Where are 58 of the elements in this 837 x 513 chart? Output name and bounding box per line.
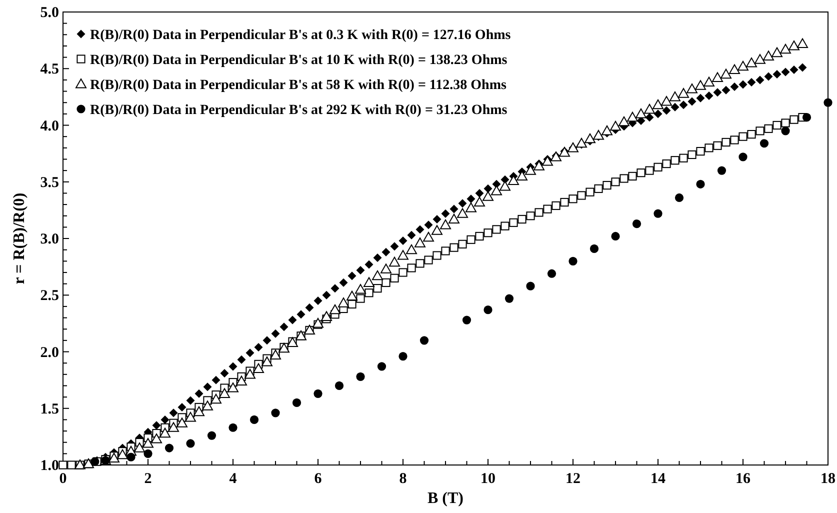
x-tick-label: 18: [820, 471, 836, 487]
point: [654, 209, 662, 218]
point: [504, 294, 514, 303]
x-tick-label: 16: [736, 471, 751, 487]
y-tick-label: 1.5: [40, 401, 59, 418]
x-tick-label: 12: [566, 471, 580, 487]
point: [568, 256, 578, 266]
point: [334, 381, 344, 390]
x-tick-label: 6: [314, 471, 322, 487]
point: [590, 244, 599, 253]
y-axis-title: r = R(B)/R(0): [11, 192, 28, 284]
legend-label: R(B)/R(0) Data in Perpendicular B's at 0.3 K with R(0) = 127.16 Ohms: [90, 28, 512, 43]
point: [356, 372, 365, 381]
point: [377, 362, 386, 371]
point: [462, 316, 472, 324]
y-tick-label: 2.0: [40, 344, 59, 361]
point: [696, 180, 705, 188]
point: [314, 389, 322, 398]
y-tick-label: 2.5: [40, 288, 59, 304]
point: [802, 113, 812, 122]
point: [250, 415, 259, 424]
legend-label: R(B)/R(0) Data in Perpendicular B's at 292 K with R(0) = 31.23 Ohms: [90, 103, 508, 118]
point: [674, 193, 684, 202]
point: [526, 282, 535, 290]
x-tick-label: 4: [229, 471, 238, 487]
x-tick-label: 8: [399, 471, 407, 487]
point: [186, 439, 195, 448]
y-tick-label: 4.0: [40, 118, 59, 134]
x-tick-label: 10: [480, 471, 496, 487]
point: [760, 139, 769, 148]
point: [271, 408, 280, 418]
point: [824, 98, 832, 107]
x-tick-label: 0: [59, 471, 67, 487]
point: [484, 306, 492, 314]
point: [126, 452, 136, 462]
legend-label: R(B)/R(0) Data in Perpendicular B's at 58 K with R(0) = 112.38 Ohms: [90, 78, 507, 93]
point: [164, 444, 174, 452]
point: [292, 398, 302, 408]
x-tick-label: 14: [650, 471, 666, 487]
point: [632, 219, 642, 228]
x-axis-title: B (T): [428, 490, 464, 507]
point: [738, 152, 748, 162]
y-tick-label: 1.0: [40, 458, 59, 474]
point: [144, 449, 152, 458]
point: [611, 232, 620, 241]
x-tick-label: 2: [144, 471, 152, 487]
point: [228, 423, 238, 432]
y-tick-label: 3.0: [40, 232, 59, 248]
y-tick-label: 4.5: [40, 62, 59, 78]
y-tick-label: 3.5: [40, 174, 59, 191]
point: [781, 126, 790, 136]
point: [420, 336, 429, 345]
point: [717, 166, 726, 175]
point: [207, 431, 216, 440]
point: [398, 352, 408, 361]
legend-label: R(B)/R(0) Data in Perpendicular B's at 10 K with R(0) = 138.23 Ohms: [90, 53, 508, 68]
y-tick-label: 5.0: [40, 5, 59, 21]
point: [547, 269, 556, 278]
